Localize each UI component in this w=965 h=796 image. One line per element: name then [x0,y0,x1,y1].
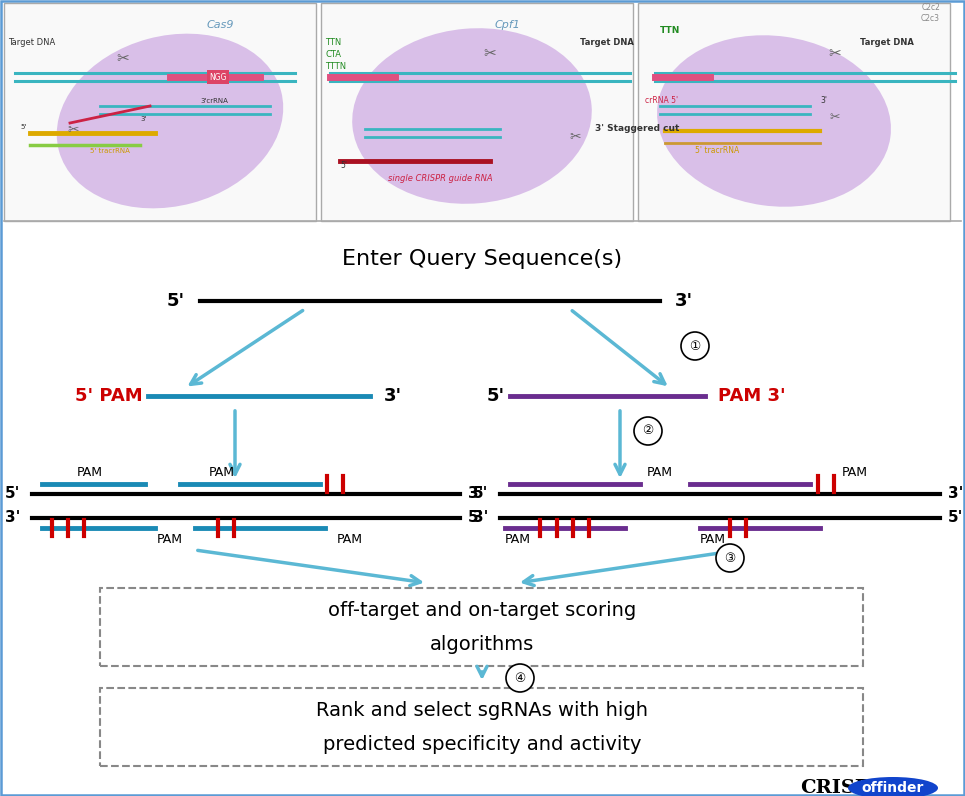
FancyBboxPatch shape [638,3,950,221]
Text: 3': 3' [675,292,693,310]
Text: ④: ④ [514,672,526,685]
Circle shape [716,544,744,572]
Text: 3': 3' [473,510,488,525]
FancyBboxPatch shape [4,3,316,221]
Text: ✂: ✂ [483,46,496,61]
Circle shape [634,417,662,445]
Text: 5': 5' [167,292,185,310]
Text: PAM: PAM [505,533,531,546]
Text: single CRISPR guide RNA: single CRISPR guide RNA [388,174,492,183]
Text: PAM: PAM [157,533,183,546]
Text: PAM: PAM [700,533,726,546]
FancyBboxPatch shape [100,588,863,666]
Ellipse shape [848,777,938,796]
Text: PAM: PAM [337,533,363,546]
Text: PAM: PAM [77,466,103,479]
Text: PAM: PAM [842,466,868,479]
Text: 5': 5' [487,387,505,405]
Text: TTN: TTN [660,26,680,35]
Text: 3': 3' [468,486,483,501]
Circle shape [681,332,709,360]
FancyBboxPatch shape [100,688,863,766]
Text: 3': 3' [5,510,20,525]
Ellipse shape [57,33,284,209]
Text: 5': 5' [468,510,483,525]
Text: 5': 5' [340,161,347,170]
Text: Cpf1: Cpf1 [494,20,520,30]
Text: Target DNA: Target DNA [8,38,55,47]
Text: Rank and select sgRNAs with high
predicted specificity and activity: Rank and select sgRNAs with high predict… [316,700,648,754]
Text: 3' Staggered cut: 3' Staggered cut [595,124,679,133]
Text: PAM: PAM [647,466,673,479]
Text: C2c1
C2c2
C2c3: C2c1 C2c2 C2c3 [921,0,940,23]
Text: Cas9: Cas9 [207,20,234,30]
Text: PAM 3': PAM 3' [718,387,786,405]
Ellipse shape [657,35,891,207]
Text: 3': 3' [820,96,827,105]
Text: TTN
CTA
TTTN: TTN CTA TTTN [325,38,346,71]
Text: ✂: ✂ [830,111,841,124]
Text: 5' tracrRNA: 5' tracrRNA [90,148,130,154]
Text: ③: ③ [725,552,735,564]
Text: crRNA 5': crRNA 5' [645,96,678,105]
Text: CRISPR: CRISPR [800,779,886,796]
Text: ②: ② [643,424,653,438]
Text: 3'crRNA: 3'crRNA [200,98,228,104]
Text: 5': 5' [5,486,20,501]
Text: 5': 5' [948,510,963,525]
Text: 5': 5' [20,124,26,130]
Text: 3': 3' [140,116,147,122]
Text: ①: ① [689,340,701,353]
FancyBboxPatch shape [321,3,633,221]
Text: offinder: offinder [862,781,924,795]
Text: PAM: PAM [209,466,235,479]
Text: 3': 3' [384,387,402,405]
Text: NGG: NGG [209,72,227,81]
Text: ✂: ✂ [117,51,129,66]
Text: 5': 5' [473,486,488,501]
Text: 3': 3' [948,486,963,501]
Text: 5' tracrRNA: 5' tracrRNA [695,146,739,155]
Text: off-target and on-target scoring
algorithms: off-target and on-target scoring algorit… [328,600,636,654]
Text: Target DNA: Target DNA [860,38,914,47]
Text: ✂: ✂ [829,46,841,61]
Circle shape [506,664,534,692]
Text: Enter Query Sequence(s): Enter Query Sequence(s) [342,249,622,269]
Text: ✂: ✂ [569,130,581,144]
Text: ✂: ✂ [68,123,79,137]
Ellipse shape [352,28,592,204]
Text: 5' PAM: 5' PAM [75,387,143,405]
Text: Target DNA: Target DNA [580,38,634,47]
